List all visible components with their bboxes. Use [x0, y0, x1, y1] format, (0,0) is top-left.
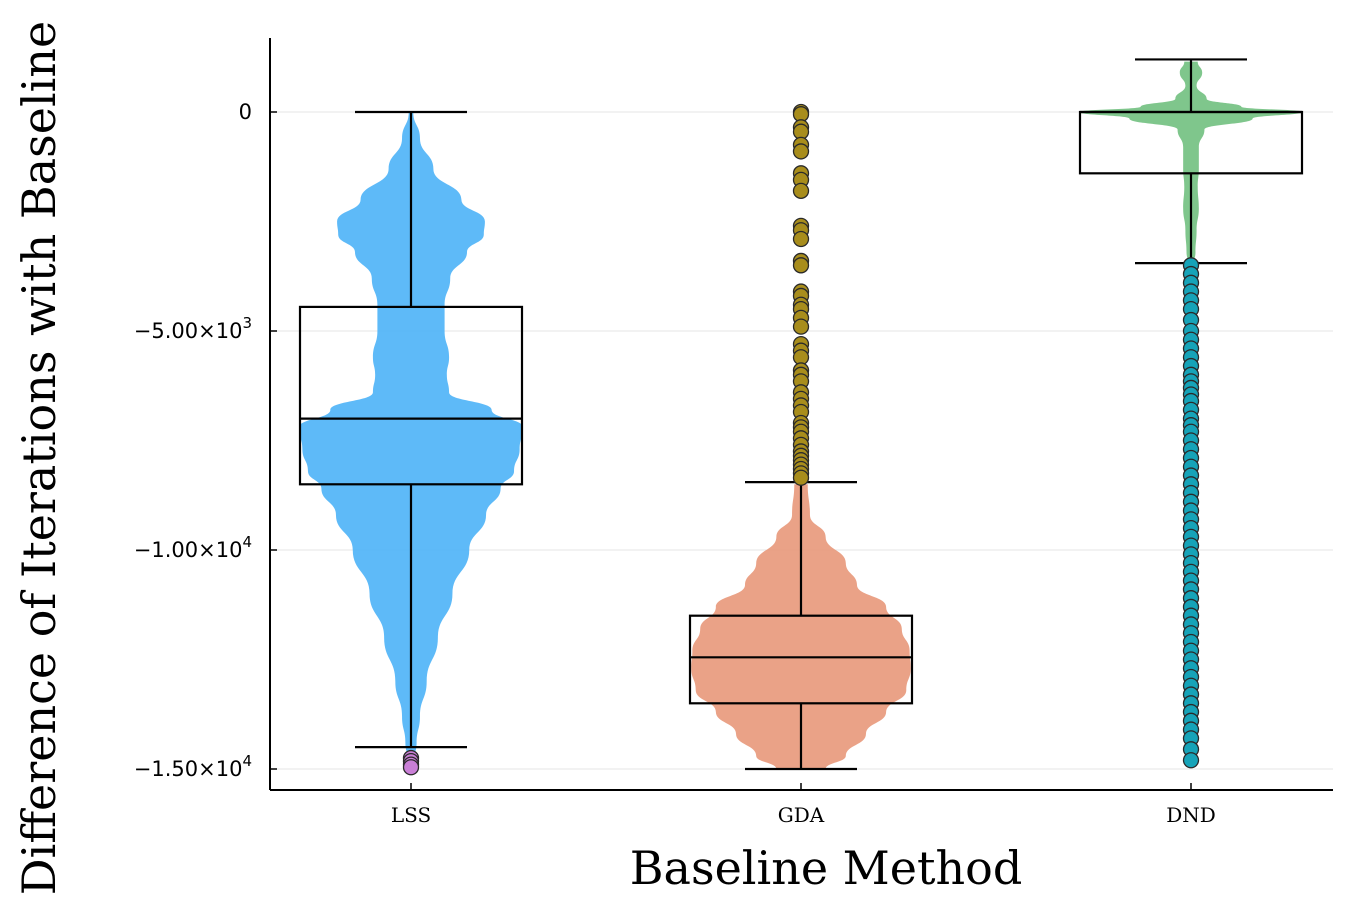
- outlier-point-lss: [402, 759, 420, 776]
- y-tick-label: −5.00×103: [134, 314, 252, 343]
- y-axis-title: Difference of Iterations with Baseline: [12, 21, 66, 895]
- x-tick-label-lss: LSS: [391, 803, 431, 827]
- y-tick-labels: 0−5.00×103−1.00×104−1.50×104: [134, 100, 252, 781]
- y-tick-label: −1.50×104: [134, 752, 252, 781]
- y-tick-label: 0: [239, 100, 252, 124]
- x-tick-label-dnd: DND: [1166, 803, 1216, 827]
- y-tick-exponent: 4: [242, 752, 252, 770]
- y-tick-mantissa: −5.00×10: [134, 319, 243, 343]
- x-tick-labels: LSS GDA DND: [391, 783, 1216, 827]
- violin-lss: [299, 112, 523, 761]
- x-axis-title: Baseline Method: [630, 841, 1023, 895]
- outlier-point-gda: [792, 257, 810, 274]
- y-tick-mantissa: 0: [239, 100, 252, 124]
- y-tick-mantissa: −1.00×10: [134, 538, 243, 562]
- outlier-point-gda: [792, 182, 810, 199]
- y-tick-mantissa: −1.50×10: [134, 757, 243, 781]
- y-tick-exponent: 4: [242, 533, 252, 551]
- x-tick-label-gda: GDA: [778, 803, 825, 827]
- outlier-point-gda: [792, 230, 810, 248]
- outlier-point-gda: [792, 469, 810, 486]
- outlier-point-gda: [792, 143, 810, 160]
- y-tick-label: −1.00×104: [134, 533, 252, 562]
- outlier-point-dnd: [1182, 752, 1200, 769]
- outliers: [402, 103, 1200, 776]
- y-tick-exponent: 3: [242, 314, 252, 332]
- outlier-point-gda: [792, 318, 810, 335]
- violin-gda: [691, 484, 911, 769]
